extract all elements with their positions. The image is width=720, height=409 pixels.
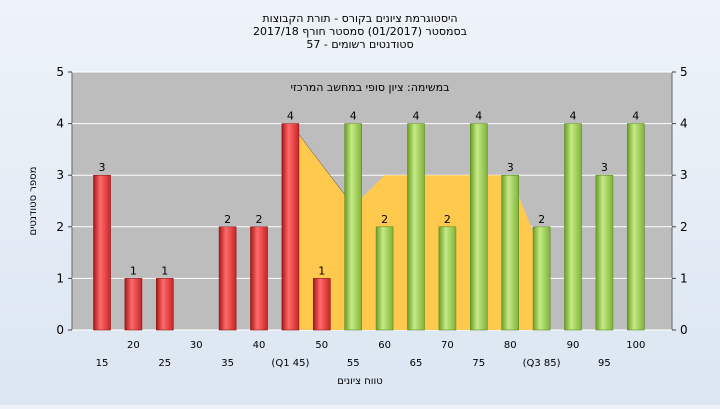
data-label: 2 — [444, 213, 451, 226]
data-label: 4 — [570, 110, 577, 123]
bar-95 — [595, 174, 614, 331]
bar-50 — [312, 278, 331, 331]
x-tick-label: 25 — [158, 358, 171, 369]
bar-75 — [469, 123, 488, 331]
y-axis-left: 0 1 2 3 4 5 — [56, 65, 72, 337]
bars — [93, 123, 645, 331]
bar-85 — [532, 226, 551, 331]
y-tick-label: 5 — [680, 65, 688, 79]
data-label: 3 — [99, 161, 106, 174]
y-tick-label: 2 — [56, 220, 64, 234]
data-label: 1 — [130, 264, 137, 277]
title-line: בסמסטר (01/2017) סמסטר חורף 2017/18 — [253, 25, 467, 38]
x-tick-label: 80 — [504, 340, 517, 351]
data-label: 4 — [413, 110, 420, 123]
x-tick-label: 15 — [96, 358, 109, 369]
y-tick-label: 5 — [56, 65, 64, 79]
data-label: 1 — [318, 264, 325, 277]
bar-40 — [250, 226, 268, 331]
bar-25 — [156, 278, 174, 331]
data-label: 3 — [507, 161, 514, 174]
band-edge — [290, 123, 354, 207]
x-tick-label: 60 — [378, 340, 391, 351]
y-tick-label: 1 — [56, 271, 64, 285]
bar-70 — [438, 226, 457, 331]
y-tick-label: 2 — [680, 220, 688, 234]
bar-55 — [344, 123, 363, 331]
data-labels: 3 1 1 2 2 4 1 4 2 4 2 4 3 2 4 3 4 — [99, 110, 640, 278]
y-axis-right: 0 1 2 3 4 5 — [672, 65, 688, 337]
y-tick-label: 0 — [56, 323, 64, 337]
bar-65 — [407, 123, 425, 331]
x-tick-label: (Q1 45) — [271, 358, 309, 369]
bar-90 — [564, 123, 582, 331]
bar-35 — [218, 226, 237, 331]
data-label: 3 — [601, 161, 608, 174]
y-tick-label: 4 — [680, 117, 688, 131]
x-tick-label: 50 — [315, 340, 328, 351]
data-label: 2 — [538, 213, 545, 226]
data-label: 4 — [350, 110, 357, 123]
bar-80 — [501, 174, 520, 331]
data-label: 1 — [161, 264, 168, 277]
x-tick-label: 65 — [410, 358, 423, 369]
x-tick-label: 95 — [598, 358, 611, 369]
y-tick-label: 0 — [680, 323, 688, 337]
x-tick-label: (Q3 85) — [523, 358, 561, 369]
x-tick-label: 55 — [347, 358, 360, 369]
data-label: 2 — [256, 213, 263, 226]
y-tick-label: 4 — [56, 117, 64, 131]
x-tick-label: 30 — [190, 340, 203, 351]
title-line: היסטוגרמת ציונים בקורס - תורת הקבוצות — [262, 12, 457, 25]
data-label: 4 — [287, 110, 294, 123]
data-label: 2 — [224, 213, 231, 226]
bar-15 — [93, 174, 111, 331]
x-axis: 15 20 25 30 35 40 (Q1 45) 50 55 60 65 70 75 80 (Q3 85)… — [96, 340, 646, 369]
y-tick-label: 3 — [56, 168, 64, 182]
data-label: 4 — [475, 110, 482, 123]
bar-20 — [124, 278, 143, 331]
title-line: סטודנטים רשומים - 57 — [306, 38, 413, 51]
y-tick-label: 1 — [680, 271, 688, 285]
chart-annotation: במשימה: ציון סופי במחשב המרכזי — [290, 81, 449, 94]
y-tick-label: 3 — [680, 168, 688, 182]
data-label: 4 — [632, 110, 639, 123]
x-tick-label: 70 — [441, 340, 454, 351]
bar-45 — [281, 123, 300, 331]
x-tick-label: 75 — [472, 358, 485, 369]
chart-title: היסטוגרמת ציונים בקורס - תורת הקבוצותבסמ… — [253, 12, 467, 51]
x-tick-label: 20 — [127, 340, 140, 351]
x-tick-label: 100 — [626, 340, 645, 351]
y-axis-title: מספר סטודנטים — [28, 167, 39, 236]
data-label: 2 — [381, 213, 388, 226]
x-tick-label: 90 — [567, 340, 580, 351]
x-tick-label: 40 — [253, 340, 266, 351]
bar-60 — [375, 226, 394, 331]
x-tick-label: 35 — [221, 358, 234, 369]
bar-100 — [626, 123, 645, 331]
x-axis-title: טווח ציונים — [337, 376, 382, 387]
